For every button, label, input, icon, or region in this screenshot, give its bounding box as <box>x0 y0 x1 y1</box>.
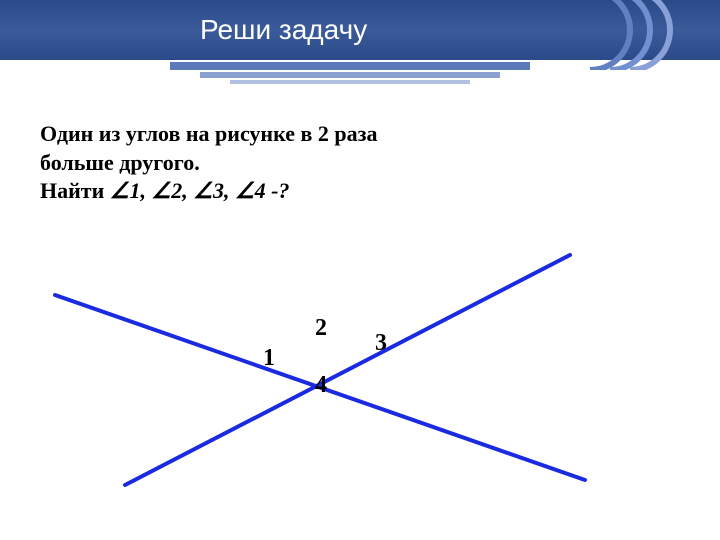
underline-bar-1 <box>170 62 530 70</box>
underline-bar-3 <box>230 80 470 84</box>
angle-label-4: 4 <box>315 372 327 399</box>
problem-statement: Один из углов на рисунке в 2 раза больше… <box>40 120 680 206</box>
problem-line-3: Найти ∠1, ∠2, ∠3, ∠4 -? <box>40 177 680 206</box>
underline-bar-2 <box>200 72 500 78</box>
angle-label-1: 1 <box>263 345 275 372</box>
problem-line-3-prefix: Найти <box>40 178 110 203</box>
diagram-svg <box>40 230 600 510</box>
slide-header: Реши задачу <box>0 0 720 60</box>
problem-line-1: Один из углов на рисунке в 2 раза <box>40 120 680 149</box>
angle-label-2: 2 <box>315 315 327 342</box>
slide-title: Реши задачу <box>200 14 367 46</box>
angle-label-3: 3 <box>375 330 387 357</box>
problem-line-2: больше другого. <box>40 149 680 178</box>
angle-diagram: 1 2 3 4 <box>40 230 600 510</box>
header-arcs-decoration <box>570 0 690 70</box>
problem-angles: ∠1, ∠2, ∠3, ∠4 -? <box>110 178 290 203</box>
